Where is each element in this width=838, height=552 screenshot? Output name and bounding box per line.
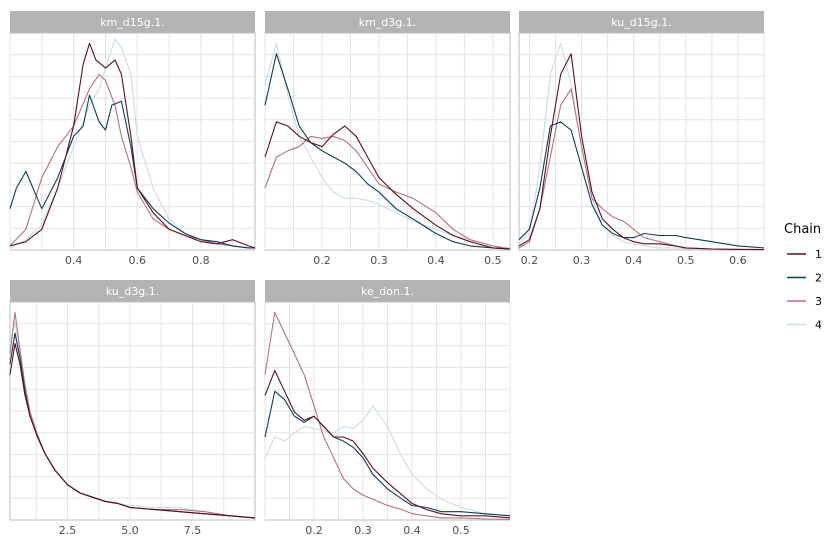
x-tick-label: 0.4: [427, 254, 445, 267]
facet-ku_d3g-1: ku_d3g.1. 2.5 5.0 7.5: [9, 280, 256, 537]
density-line-chain-1: [264, 369, 511, 519]
x-tick-label: 0.3: [573, 254, 591, 267]
facet-strip-label: km_d15g.1.: [100, 16, 165, 29]
density-line-chain-3: [264, 135, 511, 250]
x-tick-label: 0.5: [484, 254, 502, 267]
x-tick-label: 0.6: [129, 254, 147, 267]
x-tick-label: 0.6: [729, 254, 747, 267]
facet-ke_don-1: ke_don.1. 0.2 0.3 0.4 0.5: [264, 280, 511, 537]
legend-label-chain-3: 3: [815, 295, 822, 308]
facet-strip-label: ke_don.1.: [361, 285, 414, 298]
x-tick-label: 0.4: [403, 524, 421, 537]
x-tick-label: 0.4: [65, 254, 83, 267]
legend-title: Chain: [784, 222, 821, 237]
x-tick-label: 0.2: [521, 254, 539, 267]
x-tick-label: 5.0: [121, 524, 139, 537]
legend-label-chain-1: 1: [815, 248, 822, 261]
x-tick-label: 0.5: [677, 254, 695, 267]
facet-strip: [519, 11, 764, 33]
facet-strip: [265, 280, 510, 302]
density-line-chain-1: [9, 42, 256, 249]
facet-strip-label: ku_d3g.1.: [106, 285, 159, 298]
facet-strip: [10, 11, 255, 33]
x-tick-label: 0.2: [305, 524, 323, 537]
x-tick-label: 2.5: [59, 524, 77, 537]
facet-strip: [10, 280, 255, 302]
x-tick-label: 7.5: [184, 524, 202, 537]
legend-label-chain-2: 2: [815, 272, 822, 285]
x-tick-label: 0.2: [313, 254, 331, 267]
density-line-chain-1: [518, 53, 765, 251]
density-line-chain-4: [518, 42, 765, 251]
density-line-chain-1: [9, 342, 256, 519]
x-tick-label: 0.3: [370, 254, 388, 267]
facet-strip-label: ku_d15g.1.: [611, 16, 671, 29]
density-line-chain-2: [9, 94, 255, 249]
legend-label-chain-4: 4: [815, 319, 822, 332]
facet-km_d3g-1: km_d3g.1. 0.2 0.3 0.4 0.5: [264, 11, 511, 267]
density-line-chain-1: [264, 121, 511, 250]
density-line-chain-2: [264, 53, 511, 250]
legend: Chain 1 2 3 4: [784, 222, 822, 332]
density-line-chain-3: [264, 311, 511, 520]
facet-strip: [265, 11, 510, 33]
facet-strip-label: km_d3g.1.: [359, 16, 417, 29]
x-tick-label: 0.3: [354, 524, 372, 537]
density-line-chain-4: [264, 405, 511, 517]
x-tick-label: 0.4: [625, 254, 643, 267]
x-tick-label: 0.8: [192, 254, 210, 267]
density-line-chain-2: [518, 121, 765, 249]
x-tick-label: 0.5: [452, 524, 470, 537]
facet-ku_d15g-1: ku_d15g.1. 0.2 0.3 0.4 0.5 0.6: [518, 11, 765, 267]
facet-km_d15g-1: km_d15g.1. 0.4 0.6 0.8: [9, 11, 256, 267]
density-line-chain-2: [264, 390, 511, 517]
